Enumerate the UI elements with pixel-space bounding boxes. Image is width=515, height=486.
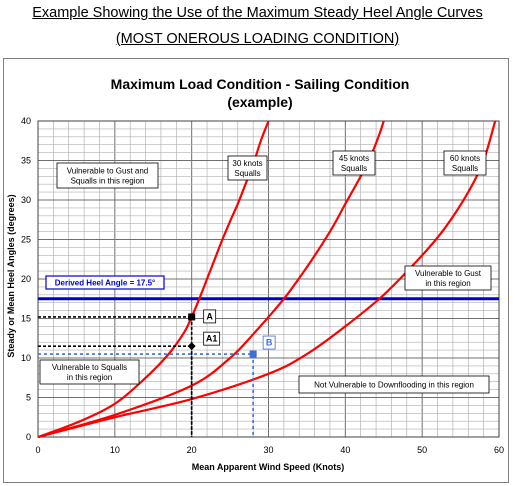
region-label-squalls-text: in this region xyxy=(67,373,112,382)
x-tick-label: 0 xyxy=(35,445,40,455)
y-tick-label: 25 xyxy=(21,235,31,245)
page-subheading: (MOST ONEROUS LOADING CONDITION) xyxy=(115,31,400,47)
region-label-gust-squalls-text: Squalls in this region xyxy=(71,177,145,186)
x-tick-label: 40 xyxy=(340,445,350,455)
derived-heel-angle-label-text: Derived Heel Angle = 17.5° xyxy=(55,279,156,288)
series-line-3 xyxy=(37,120,497,439)
x-tick-label: 60 xyxy=(494,445,504,455)
y-tick-label: 10 xyxy=(21,353,31,363)
region-label-gust-squalls-frame xyxy=(56,162,159,189)
x-tick-label: 10 xyxy=(110,445,120,455)
region-label-squalls-text: Vulnerable to Squalls xyxy=(52,363,127,372)
series-label-30-knots-text: 30 knots xyxy=(232,159,262,168)
y-tick-label: 30 xyxy=(21,195,31,205)
series-label-60-knots-frame xyxy=(443,150,487,176)
point-label-a1-text: A1 xyxy=(206,334,218,344)
series-label-45-knots-text: Squalls xyxy=(341,164,367,173)
chart-subtitle: (example) xyxy=(227,94,292,110)
point-label-a: A xyxy=(203,309,217,324)
region-label-gust-frame xyxy=(404,265,492,291)
region-label-gust-text: Vulnerable to Gust xyxy=(415,269,482,278)
series-label-30-knots-text: Squalls xyxy=(234,169,260,178)
region-label-not-vulnerable-text: Not Vulnerable to Downflooding in this r… xyxy=(314,381,474,390)
point-marker-a xyxy=(188,313,196,321)
point-label-b-frame xyxy=(262,335,276,350)
series-label-45-knots-frame xyxy=(332,150,376,176)
derived-heel-angle-label-frame xyxy=(45,275,165,290)
point-label-b: B xyxy=(262,335,276,350)
point-label-a1: A1 xyxy=(203,331,221,346)
y-tick-label: 0 xyxy=(26,432,31,442)
region-label-gust-squalls-text: Vulnerable to Gust and xyxy=(67,167,149,176)
point-marker-a1 xyxy=(187,342,196,351)
guide-lines xyxy=(38,316,254,437)
axis-ticks: 0 10 20 30 40 50 60 0 5 10 15 20 25 30 35 40 xyxy=(21,116,504,455)
x-tick-label: 20 xyxy=(187,445,197,455)
x-axis-label: Mean Apparent Wind Speed (Knots) xyxy=(192,462,345,472)
derived-heel-angle-label: Derived Heel Angle = 17.5° xyxy=(45,275,165,290)
region-label-squalls-frame xyxy=(39,359,140,385)
point-label-a1-frame xyxy=(203,331,221,346)
point-label-b-text: B xyxy=(266,338,273,348)
y-tick-label: 40 xyxy=(21,116,31,126)
region-label-not-vulnerable-frame xyxy=(298,375,490,394)
region-label-not-vulnerable: Not Vulnerable to Downflooding in this r… xyxy=(298,375,490,394)
x-tick-label: 50 xyxy=(417,445,427,455)
region-label-gust-text: in this region xyxy=(425,279,470,288)
y-tick-label: 20 xyxy=(21,274,31,284)
y-axis-label: Steady or Mean Heel Angles (degrees) xyxy=(6,194,16,357)
series-label-60-knots-text: 60 knots xyxy=(450,154,480,163)
marked-points xyxy=(187,313,257,358)
y-tick-label: 5 xyxy=(26,393,31,403)
y-tick-label: 35 xyxy=(21,156,31,166)
x-tick-label: 30 xyxy=(263,445,273,455)
page-heading: Example Showing the Use of the Maximum S… xyxy=(32,5,483,21)
point-marker-b xyxy=(249,350,257,358)
chart-title: Maximum Load Condition - Sailing Conditi… xyxy=(111,76,410,92)
point-label-a-text: A xyxy=(206,311,213,321)
series-label-30-knots-frame xyxy=(227,155,268,181)
series-label-45-knots-text: 45 knots xyxy=(339,154,369,163)
y-tick-label: 15 xyxy=(21,314,31,324)
series-label-60-knots-text: Squalls xyxy=(452,164,478,173)
point-label-a-frame xyxy=(203,309,217,324)
